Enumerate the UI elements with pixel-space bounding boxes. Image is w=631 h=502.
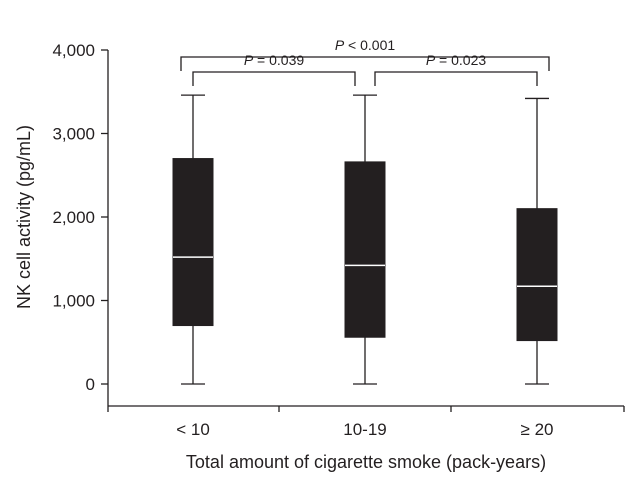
y-ticks: 0 1,000 2,000 3,000 4,000 xyxy=(52,41,108,394)
significance-brackets: P < 0.001 P = 0.039 P = 0.023 xyxy=(180,37,550,86)
comparison-bracket: P < 0.001 xyxy=(180,37,550,71)
comparison-bracket: P = 0.023 xyxy=(374,52,538,86)
box-group xyxy=(516,97,558,385)
x-tick-label: < 10 xyxy=(176,420,210,439)
p-value-label: P < 0.001 xyxy=(335,37,396,53)
boxes xyxy=(172,94,558,385)
iqr-box xyxy=(516,208,558,342)
bracket-line xyxy=(180,56,550,71)
y-axis-title: NK cell activity (pg/mL) xyxy=(14,125,34,309)
y-tick-label: 0 xyxy=(86,375,95,394)
iqr-box xyxy=(172,158,214,327)
y-tick-label: 3,000 xyxy=(52,125,95,144)
x-axis-title: Total amount of cigarette smoke (pack-ye… xyxy=(186,452,546,472)
bracket-line xyxy=(374,71,538,86)
y-tick-label: 2,000 xyxy=(52,208,95,227)
y-tick-label: 4,000 xyxy=(52,41,95,60)
bracket-line xyxy=(192,71,356,86)
axes: 0 1,000 2,000 3,000 4,000 < 10 10-19 ≥ 20 xyxy=(52,41,625,439)
y-tick-label: 1,000 xyxy=(52,292,95,311)
x-tick-label: 10-19 xyxy=(343,420,386,439)
p-value-label: P = 0.039 xyxy=(244,52,305,68)
x-tick-label: ≥ 20 xyxy=(521,420,554,439)
x-ticks: < 10 10-19 ≥ 20 xyxy=(107,406,625,439)
iqr-box xyxy=(344,161,386,338)
box-group xyxy=(172,94,214,385)
comparison-bracket: P = 0.039 xyxy=(192,52,356,86)
p-value-label: P = 0.023 xyxy=(426,52,487,68)
box-group xyxy=(344,94,386,385)
